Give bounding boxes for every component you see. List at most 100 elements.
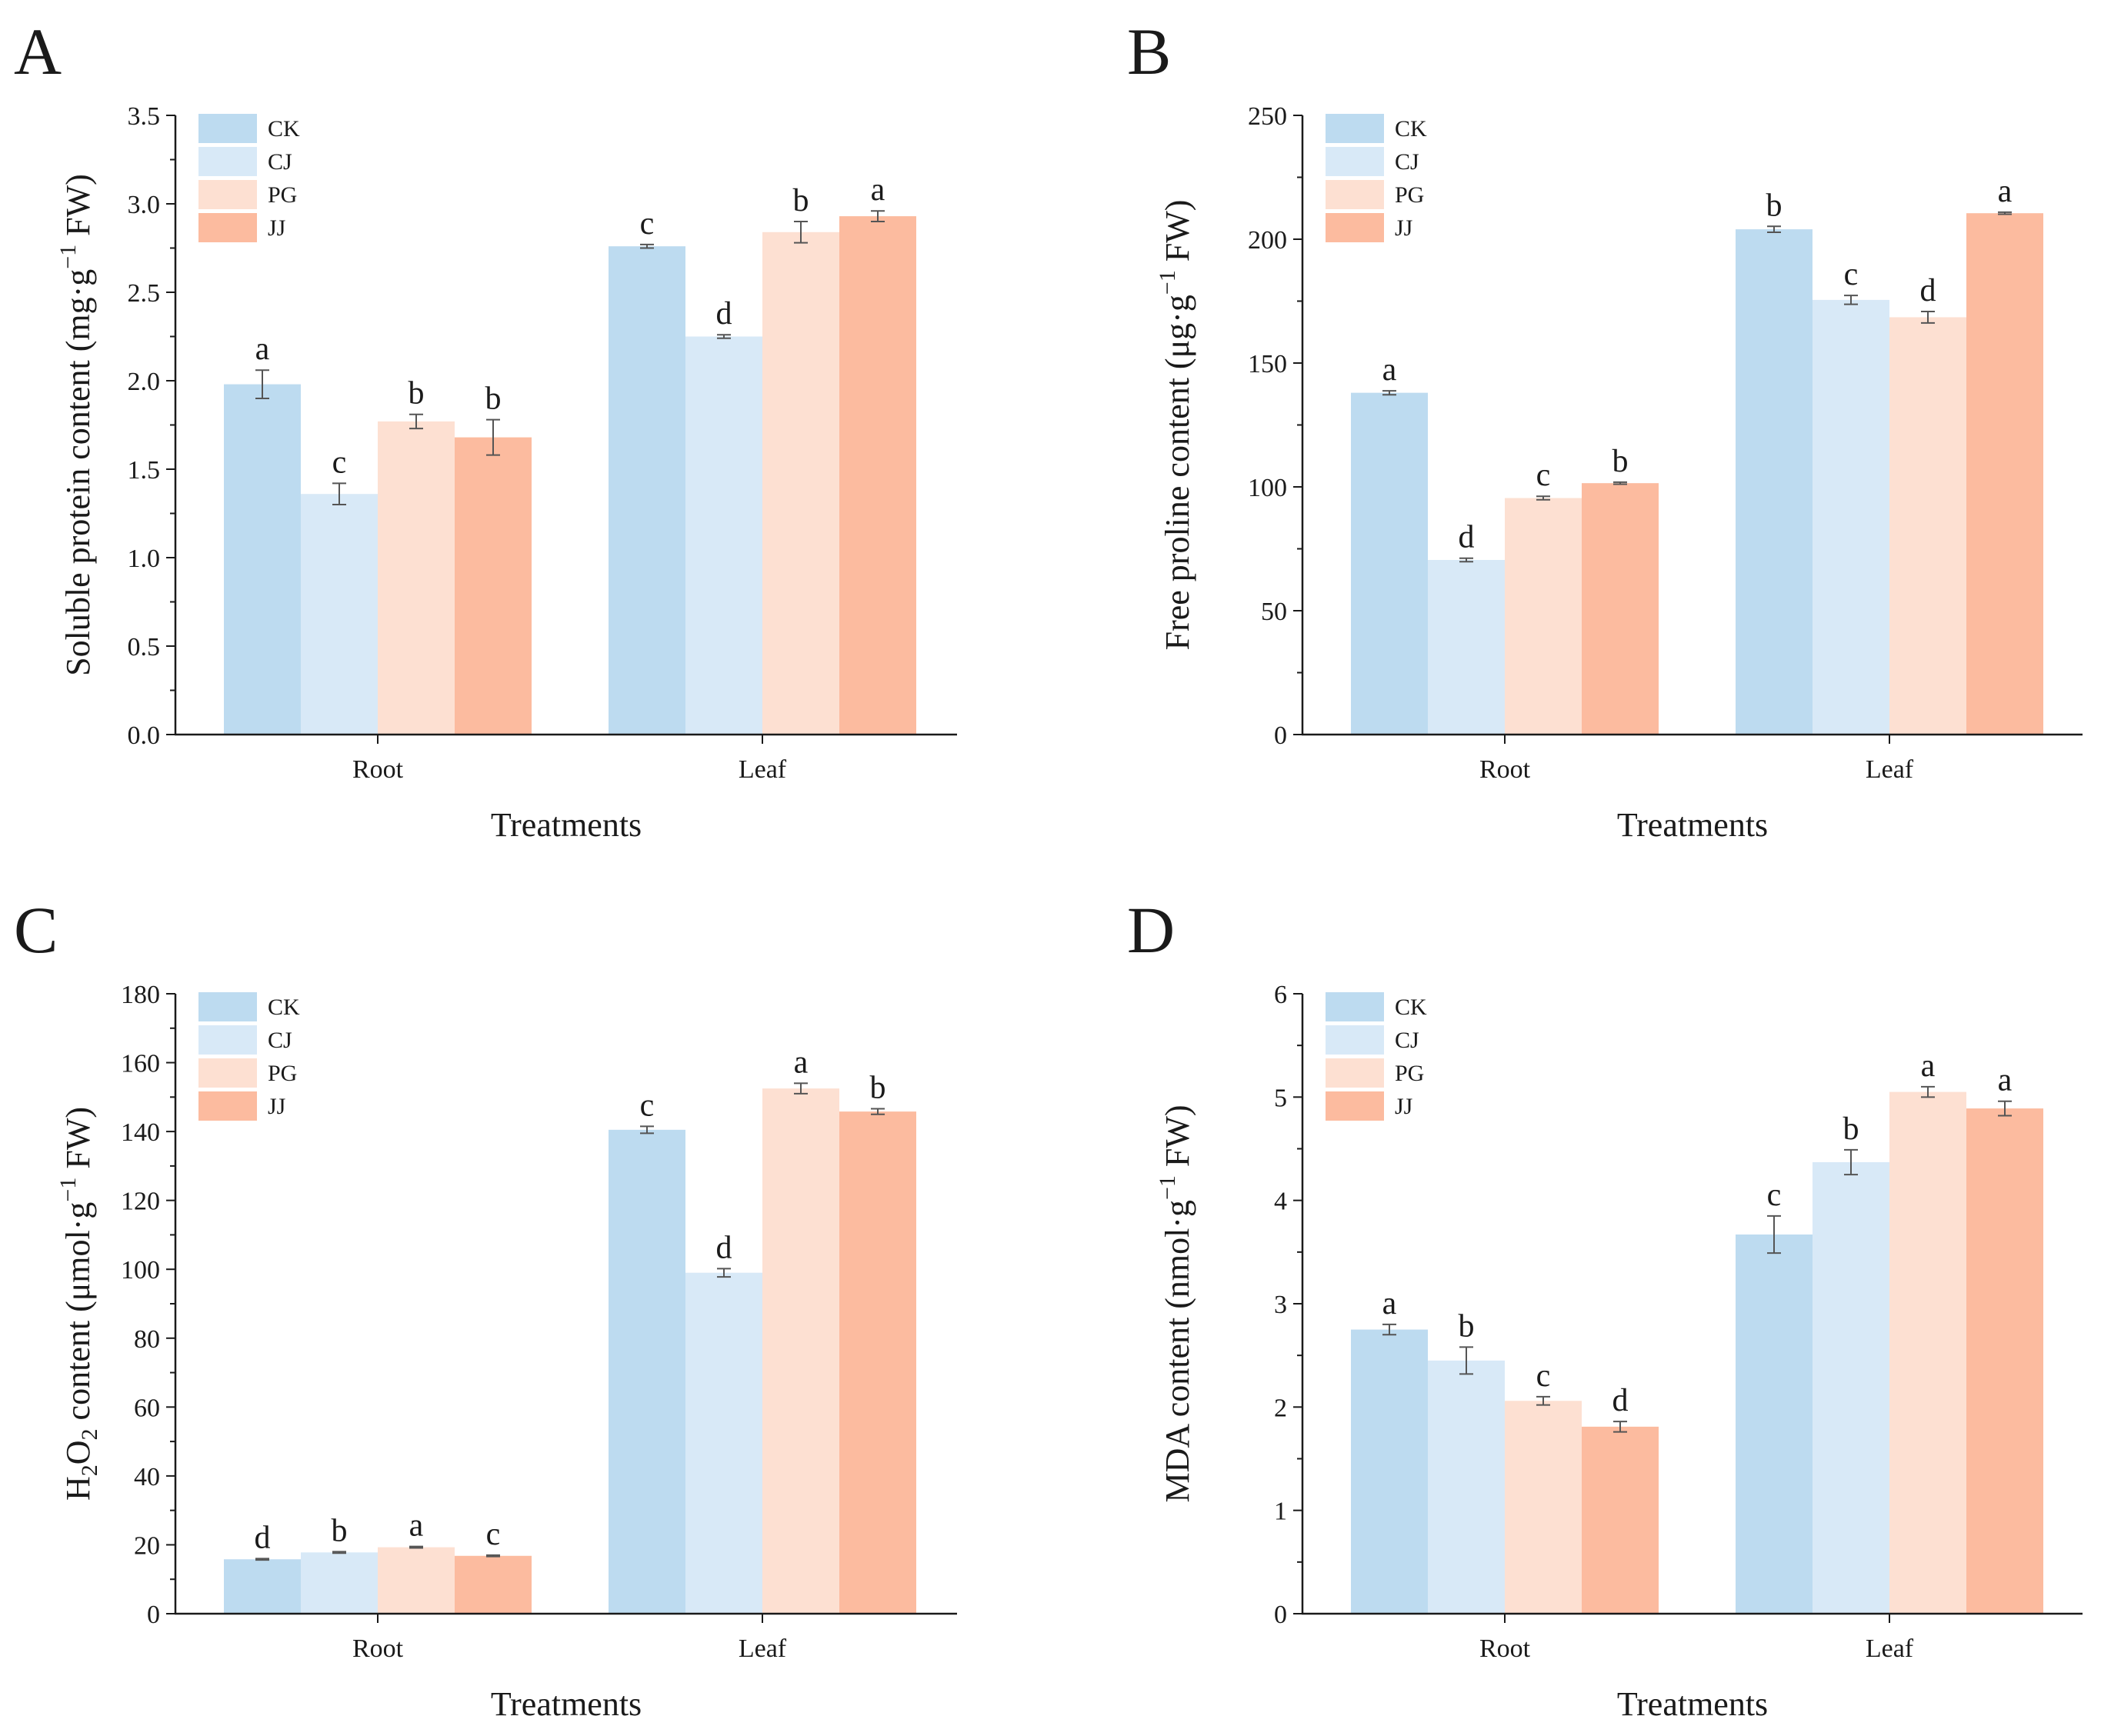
x-tick-label: Leaf bbox=[1866, 755, 1914, 784]
legend-label-pg: PG bbox=[268, 182, 297, 208]
significance-letter: c bbox=[486, 1517, 501, 1552]
legend-label-jj: JJ bbox=[1395, 1094, 1413, 1119]
y-tick-label: 1 bbox=[1274, 1498, 1287, 1526]
x-axis-title: Treatments bbox=[491, 806, 642, 844]
y-tick-label: 80 bbox=[134, 1325, 160, 1354]
y-tick-label: 100 bbox=[121, 1256, 160, 1285]
panel-a: Aa c b b Root c d b a Leaf 0.0 0.5 1.0 1.5 2.0 2.5 3.0 3.… bbox=[14, 15, 957, 844]
significance-letter: a bbox=[409, 1508, 424, 1544]
y-tick-label: 40 bbox=[134, 1463, 160, 1491]
x-axis-title: Treatments bbox=[491, 1685, 642, 1723]
panel-letter: D bbox=[1127, 893, 1175, 967]
legend-swatch-ck bbox=[198, 992, 257, 1021]
significance-letter: a bbox=[1998, 174, 2013, 209]
error-bar bbox=[1921, 311, 1935, 324]
bar-pg-leaf bbox=[1889, 1091, 1966, 1614]
legend-swatch-pg bbox=[198, 1058, 257, 1088]
y-tick-label: 3.0 bbox=[128, 191, 161, 219]
significance-letter: a bbox=[794, 1045, 809, 1080]
significance-letter: b bbox=[1612, 444, 1629, 479]
bar-ck-leaf bbox=[1736, 229, 1813, 735]
significance-letter: b bbox=[1766, 188, 1783, 223]
error-bar bbox=[1536, 495, 1550, 501]
panel-c: Cd b a c Root c d a b Leaf 0 20 40 60 80 100 120 140 160 18… bbox=[14, 893, 957, 1723]
bar-ck-root bbox=[224, 384, 301, 735]
significance-letter: c bbox=[640, 1088, 655, 1123]
y-tick-label: 4 bbox=[1274, 1188, 1287, 1216]
legend: CK CJ PG JJ bbox=[198, 114, 300, 242]
error-bar bbox=[871, 1108, 885, 1115]
y-tick-label: 2.0 bbox=[128, 368, 161, 396]
error-bar bbox=[794, 221, 808, 244]
y-tick-label: 1.0 bbox=[128, 545, 161, 573]
bar-jj-leaf bbox=[839, 1111, 916, 1614]
x-tick-label: Root bbox=[1479, 755, 1531, 784]
x-tick-label: Root bbox=[352, 755, 404, 784]
significance-letter: b bbox=[332, 1513, 348, 1548]
y-tick-label: 0.5 bbox=[128, 633, 161, 661]
error-bar bbox=[409, 413, 423, 430]
significance-letter: b bbox=[409, 376, 425, 412]
significance-letter: d bbox=[1612, 1383, 1629, 1418]
error-bar bbox=[1382, 390, 1396, 396]
legend-label-pg: PG bbox=[268, 1061, 297, 1086]
bar-pg-leaf bbox=[762, 232, 839, 735]
significance-letter: d bbox=[1459, 520, 1475, 555]
y-axis-title-superscript: −1 bbox=[55, 1178, 81, 1202]
bar-jj-root bbox=[455, 437, 532, 735]
bar-ck-root bbox=[1351, 392, 1428, 735]
significance-letter: d bbox=[716, 296, 732, 332]
bar-jj-root bbox=[455, 1555, 532, 1614]
significance-letter: c bbox=[1844, 257, 1859, 292]
error-bar bbox=[1767, 225, 1781, 233]
legend-label-jj: JJ bbox=[1395, 215, 1413, 241]
error-bar bbox=[640, 1125, 654, 1135]
y-tick-label: 100 bbox=[1248, 474, 1287, 502]
y-tick-label: 250 bbox=[1248, 102, 1287, 131]
bar-cj-leaf bbox=[1813, 299, 1889, 735]
x-tick-label: Leaf bbox=[739, 1634, 787, 1663]
error-bar bbox=[255, 1558, 269, 1561]
bar-ck-leaf bbox=[609, 1129, 685, 1614]
significance-letter: c bbox=[640, 206, 655, 242]
legend-swatch-jj bbox=[1326, 1091, 1384, 1121]
legend-swatch-cj bbox=[1326, 1025, 1384, 1055]
bar-cj-leaf bbox=[1813, 1161, 1889, 1614]
significance-letter: d bbox=[1920, 273, 1936, 308]
error-bar bbox=[1998, 1100, 2012, 1117]
legend-label-jj: JJ bbox=[268, 215, 286, 241]
y-tick-label: 50 bbox=[1261, 598, 1287, 626]
error-bar bbox=[332, 1551, 346, 1554]
y-tick-label: 20 bbox=[134, 1531, 160, 1560]
x-tick-label: Root bbox=[1479, 1634, 1531, 1663]
error-bar bbox=[1536, 1395, 1550, 1406]
error-bar bbox=[1613, 1421, 1627, 1433]
error-bar bbox=[640, 243, 654, 249]
x-tick-label: Root bbox=[352, 1634, 404, 1663]
bar-pg-leaf bbox=[1889, 317, 1966, 735]
error-bar bbox=[794, 1082, 808, 1095]
legend-swatch-jj bbox=[198, 213, 257, 242]
significance-letter: c bbox=[1536, 1358, 1551, 1394]
bar-jj-leaf bbox=[1966, 1108, 2043, 1614]
y-tick-label: 200 bbox=[1248, 226, 1287, 255]
legend-label-pg: PG bbox=[1395, 1061, 1424, 1086]
y-axis-title-part: Soluble protein content (mg·g bbox=[59, 269, 97, 676]
bar-cj-leaf bbox=[685, 1272, 762, 1614]
error-bar bbox=[717, 334, 731, 339]
error-bar bbox=[1382, 1323, 1396, 1336]
legend: CK CJ PG JJ bbox=[1326, 114, 1427, 242]
y-tick-label: 180 bbox=[121, 981, 160, 1009]
bar-cj-root bbox=[1428, 1360, 1505, 1614]
significance-letter: c bbox=[1536, 458, 1551, 493]
bar-ck-root bbox=[1351, 1329, 1428, 1614]
legend-swatch-pg bbox=[1326, 180, 1384, 209]
legend-swatch-ck bbox=[1326, 114, 1384, 143]
y-tick-label: 3 bbox=[1274, 1291, 1287, 1319]
significance-letter: a bbox=[1921, 1048, 1936, 1084]
y-axis-title-superscript: −1 bbox=[1155, 270, 1180, 295]
y-axis-title: Soluble protein content (mg·g−1 FW) bbox=[55, 174, 97, 676]
legend-label-pg: PG bbox=[1395, 182, 1424, 208]
bar-pg-root bbox=[1505, 1401, 1582, 1614]
bar-pg-root bbox=[378, 1547, 455, 1614]
